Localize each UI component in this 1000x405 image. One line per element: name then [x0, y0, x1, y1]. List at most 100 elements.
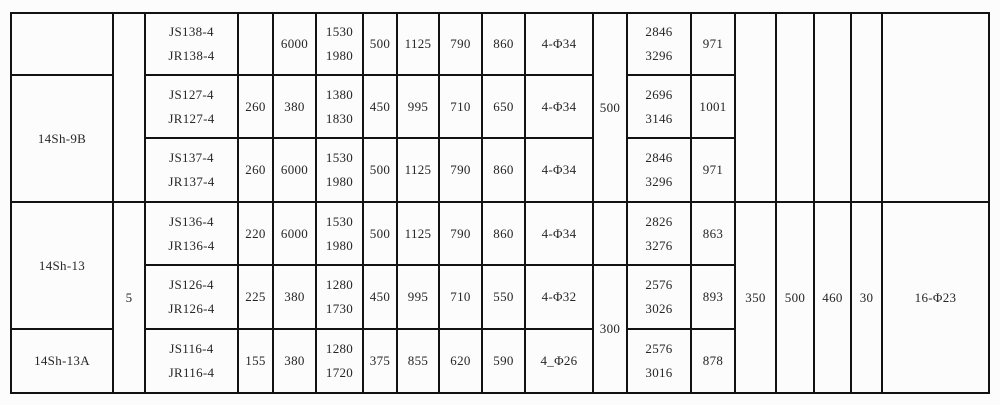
dim-c-cell: 790 — [438, 137, 483, 203]
height-cell: 971 — [690, 137, 736, 203]
total-length-cell: 2576 3016 — [626, 328, 692, 394]
foundation-w3-cell-blank — [813, 12, 852, 203]
total-length-jr-value: 3016 — [645, 365, 673, 380]
foundation-w2-cell: 500 — [775, 201, 815, 394]
foundation-w1-cell-blank — [734, 12, 777, 203]
total-length-stack: 2696 3146 — [629, 79, 689, 135]
height-cell: 893 — [690, 264, 736, 330]
height-cell: 971 — [690, 12, 736, 76]
length-jr-value: 1980 — [325, 237, 354, 253]
motor-jr-label: JR116-4 — [168, 365, 215, 380]
motor-model-cell: JS116-4 JR116-4 — [144, 328, 239, 394]
length-cell: 1530 1980 — [315, 12, 364, 76]
dim-c-cell: 620 — [438, 328, 483, 394]
total-length-jr-value: 3276 — [645, 237, 673, 253]
dim-a-cell: 450 — [362, 264, 398, 330]
voltage-cell: 380 — [272, 264, 317, 330]
total-length-cell: 2576 3026 — [626, 264, 692, 330]
motor-js-label: JS126-4 — [169, 277, 214, 292]
length-stack: 1280 1720 — [318, 333, 361, 389]
total-length-cell: 2846 3296 — [626, 137, 692, 203]
dim-c-cell: 790 — [438, 201, 483, 266]
power-cell: 225 — [237, 264, 274, 330]
length-stack: 1380 1830 — [318, 79, 361, 135]
dim-c-cell: 790 — [438, 12, 483, 76]
foundation-bolt-cell-blank — [881, 12, 990, 203]
length-jr-value: 1980 — [325, 174, 354, 189]
length-js-value: 1530 — [325, 150, 354, 165]
dim-b-cell: 995 — [396, 74, 440, 139]
height-cell: 863 — [690, 201, 736, 266]
pump-spec-table: JS138-4 JR138-4 6000 1530 1980 500 1125 … — [10, 12, 990, 394]
motor-jr-label: JR136-4 — [168, 237, 215, 253]
length-stack: 1530 1980 — [318, 206, 361, 262]
dim-e-cell: 300 — [592, 264, 628, 394]
total-length-jr-value: 3296 — [645, 48, 673, 63]
dim-d-cell: 550 — [481, 264, 526, 330]
length-jr-value: 1720 — [325, 365, 354, 380]
motor-js-label: JS137-4 — [169, 150, 214, 165]
total-length-cell: 2826 3276 — [626, 201, 692, 266]
motor-model-stack: JS136-4 JR136-4 — [147, 206, 236, 262]
motor-model-stack: JS116-4 JR116-4 — [147, 333, 236, 389]
total-length-js-value: 2846 — [645, 24, 673, 39]
bolt-holes-cell: 4-Φ34 — [524, 137, 594, 203]
dim-b-cell: 1125 — [396, 137, 440, 203]
dim-e-cell: 500 — [592, 12, 628, 203]
dim-e-cell-blank — [592, 201, 628, 266]
power-cell — [237, 12, 274, 76]
pump-model-cell: 14Sh-13A — [10, 328, 114, 394]
stage-cell: 5 — [112, 201, 146, 394]
height-cell: 878 — [690, 328, 736, 394]
pump-model-cell: 14Sh-13 — [10, 201, 114, 330]
length-stack: 1530 1980 — [318, 16, 361, 72]
motor-jr-label: JR137-4 — [168, 174, 215, 189]
length-cell: 1280 1730 — [315, 264, 364, 330]
dim-b-cell: 995 — [396, 264, 440, 330]
length-stack: 1530 1980 — [318, 142, 361, 198]
dim-d-cell: 590 — [481, 328, 526, 394]
dim-b-cell: 1125 — [396, 12, 440, 76]
dim-c-cell: 710 — [438, 264, 483, 330]
total-length-stack: 2576 3026 — [629, 269, 689, 325]
length-cell: 1530 1980 — [315, 137, 364, 203]
total-length-js-value: 2846 — [645, 150, 673, 165]
total-length-js-value: 2696 — [645, 86, 673, 102]
total-length-js-value: 2826 — [645, 213, 673, 229]
dim-a-cell: 500 — [362, 137, 398, 203]
table-row: JS126-4 JR126-4 225 380 1280 1730 450 99… — [11, 264, 989, 394]
motor-model-cell: JS126-4 JR126-4 — [144, 264, 239, 330]
dim-c-cell: 710 — [438, 74, 483, 139]
dim-b-cell: 855 — [396, 328, 440, 394]
motor-model-cell: JS136-4 JR136-4 — [144, 201, 239, 266]
motor-js-label: JS136-4 — [169, 213, 214, 229]
motor-model-stack: JS138-4 JR138-4 — [147, 16, 236, 72]
dim-d-cell: 650 — [481, 74, 526, 139]
dim-a-cell: 500 — [362, 201, 398, 266]
bolt-holes-cell: 4-Φ34 — [524, 201, 594, 266]
foundation-w3-cell: 460 — [813, 201, 852, 394]
table-row: 14Sh-13A JS116-4 JR116-4 155 380 1280 17… — [10, 328, 989, 394]
voltage-cell: 380 — [272, 328, 317, 394]
total-length-jr-value: 3146 — [645, 110, 673, 126]
dim-a-cell: 500 — [362, 12, 398, 76]
foundation-w1-cell: 350 — [734, 201, 777, 394]
power-cell: 260 — [237, 137, 274, 203]
motor-jr-label: JR138-4 — [168, 48, 215, 63]
table-row: JS138-4 JR138-4 6000 1530 1980 500 1125 … — [10, 12, 990, 203]
table-row: JS137-4 JR137-4 260 6000 1530 1980 500 1… — [11, 137, 989, 203]
table-row: 14Sh-13 5 JS136-4 JR136-4 220 6000 1530 … — [10, 201, 990, 394]
total-length-jr-value: 3026 — [645, 301, 673, 316]
motor-js-label: JS138-4 — [169, 24, 214, 39]
power-cell: 260 — [237, 74, 274, 139]
bolt-holes-cell: 4_Φ26 — [524, 328, 594, 394]
bolt-holes-cell: 4-Φ32 — [524, 264, 594, 330]
total-length-stack: 2846 3296 — [629, 142, 689, 198]
length-js-value: 1280 — [325, 341, 354, 356]
total-length-stack: 2826 3276 — [629, 206, 689, 262]
motor-model-stack: JS137-4 JR137-4 — [147, 142, 236, 198]
voltage-cell: 380 — [272, 74, 317, 139]
total-length-js-value: 2576 — [645, 341, 673, 356]
length-js-value: 1280 — [325, 277, 354, 292]
